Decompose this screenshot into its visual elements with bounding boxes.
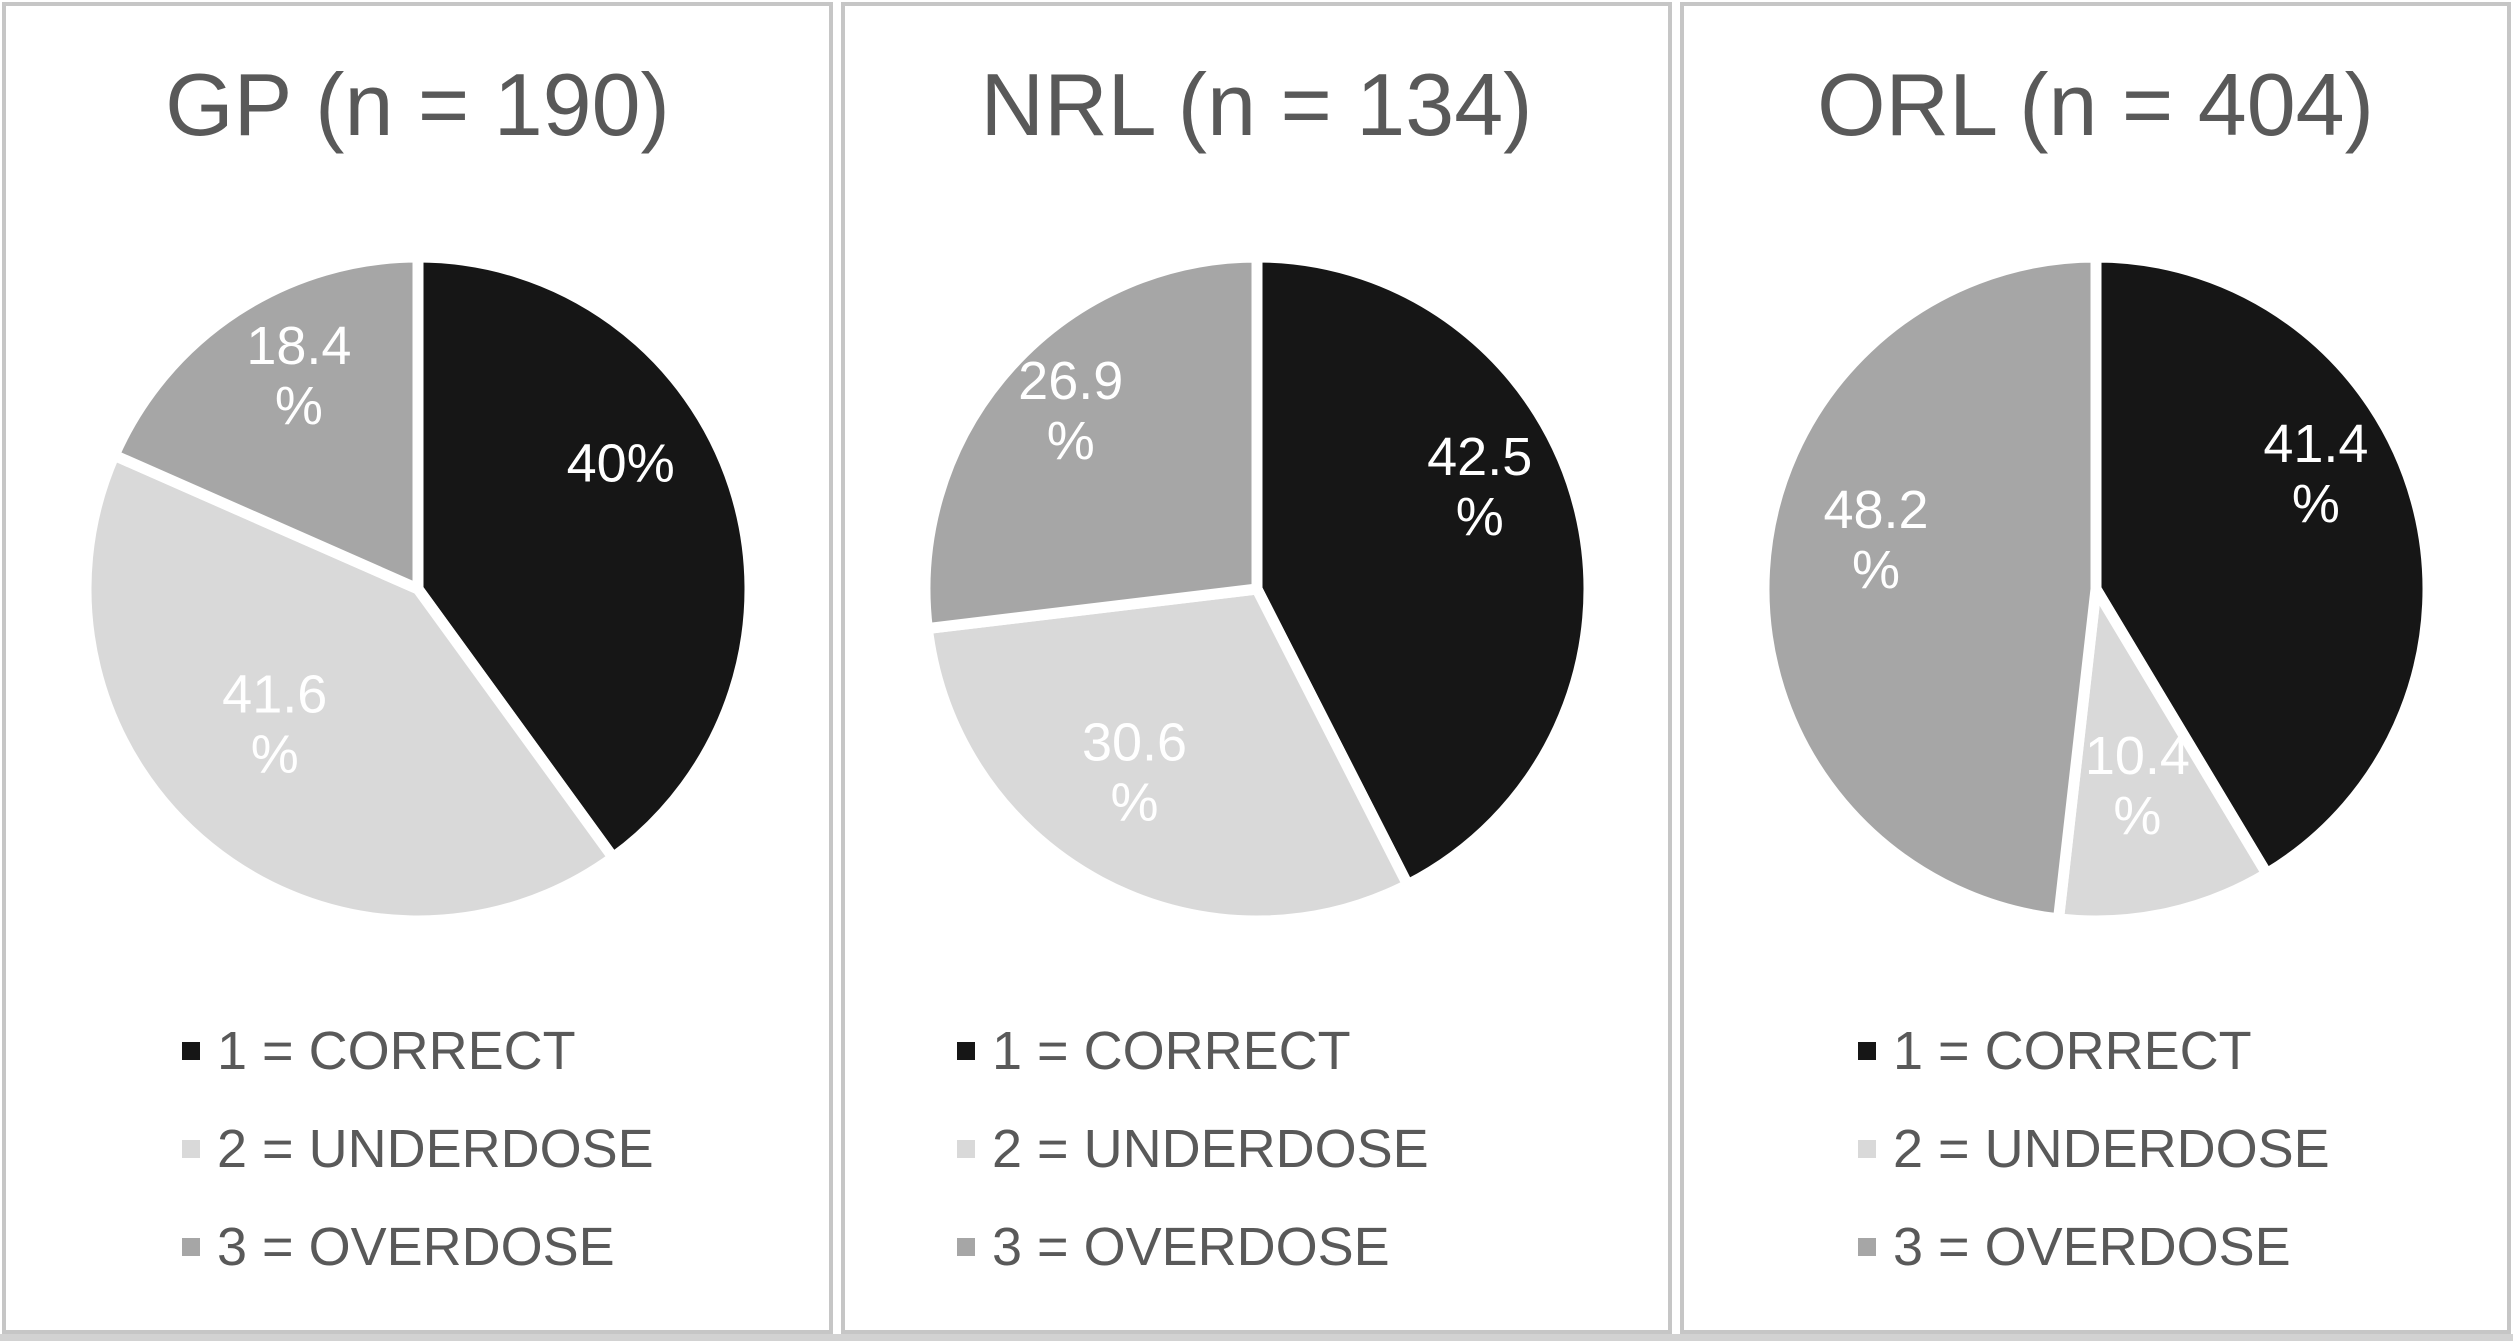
pie-chart-svg: 41.4 % 10.4 % 48.2% [1758,251,2433,927]
pie-chart: 42.5% 30.6% 26.9% [908,240,1606,938]
legend-swatch-icon [1858,1238,1876,1256]
legend-swatch-icon [1858,1140,1876,1158]
legend-label: 3 = OVERDOSE [217,1217,615,1277]
pie-slice-label: 42.5% [1427,427,1532,547]
legend-item: 1 = CORRECT [182,1024,654,1078]
pie-chart-svg: 40% 41.6 % 18.4% [80,251,755,927]
pie-slice-label: 40% [566,433,674,493]
legend-item: 3 = OVERDOSE [182,1220,654,1274]
pie-chart: 41.4% 10.4% 48.2% [1747,240,2445,938]
legend-item: 2 = UNDERDOSE [182,1122,654,1176]
pie-slice [1758,251,2101,925]
pie-slice-label: 26.9% [1018,351,1123,471]
legend-item: 3 = OVERDOSE [1858,1220,2330,1274]
legend-swatch-icon [957,1140,975,1158]
legend-item: 1 = CORRECT [1858,1024,2330,1078]
legend: 1 = CORRECT 2 = UNDERDOSE 3 = OVERDOSE [182,1024,654,1318]
pie-slice-label: 30.6% [1081,713,1186,833]
legend-label: 2 = UNDERDOSE [1893,1119,2330,1179]
figure-bottom-border [0,1334,2513,1341]
legend: 1 = CORRECT 2 = UNDERDOSE 3 = OVERDOSE [957,1024,1429,1318]
chart-title: GP (n = 190) [165,55,670,154]
legend-swatch-icon [1858,1042,1876,1060]
legend-swatch-icon [182,1238,200,1256]
pie-chart: 40% 41.6% 18.4% [69,240,767,938]
pie-slice-label: 41.6% [222,665,327,785]
chart-panel: ORL (n = 404) 41.4% 10.4% 48.2% 1 = CORREC… [1680,2,2511,1334]
legend-label: 2 = UNDERDOSE [217,1119,654,1179]
legend-item: 3 = OVERDOSE [957,1220,1429,1274]
pie-slice [108,251,423,595]
pie-slice-label: 10.4% [2084,726,2189,846]
legend-swatch-icon [182,1140,200,1158]
chart-title: NRL (n = 134) [980,55,1533,154]
legend-label: 1 = CORRECT [217,1021,576,1081]
legend-swatch-icon [957,1042,975,1060]
legend-item: 1 = CORRECT [957,1024,1429,1078]
pie-slice-label: 18.4% [246,316,351,436]
pie-chart-svg: 42.5 % 30.6 % 26.9% [919,251,1594,927]
chart-panel: GP (n = 190) 40% 41.6% 18.4% 1 = CORRECT 2 … [2,2,833,1334]
legend-swatch-icon [182,1042,200,1060]
legend-item: 2 = UNDERDOSE [1858,1122,2330,1176]
chart-title: ORL (n = 404) [1817,55,2374,154]
legend-swatch-icon [957,1238,975,1256]
legend-label: 2 = UNDERDOSE [992,1119,1429,1179]
legend-label: 1 = CORRECT [1893,1021,2252,1081]
legend-label: 3 = OVERDOSE [992,1217,1390,1277]
pie-slice-label: 48.2% [1823,480,1928,600]
pie-slice-label: 41.4% [2263,414,2368,534]
pie-slice [412,251,755,864]
legend-label: 3 = OVERDOSE [1893,1217,2291,1277]
legend: 1 = CORRECT 2 = UNDERDOSE 3 = OVERDOSE [1858,1024,2330,1318]
pie-slice [921,583,1413,927]
chart-panel: NRL (n = 134) 42.5% 30.6% 26.9% 1 = CORREC… [841,2,1672,1334]
pie-slice [1251,251,1594,891]
pie-slice [80,449,619,927]
legend-label: 1 = CORRECT [992,1021,1351,1081]
pie-slice [919,251,1262,635]
pie-slice [2052,583,2272,927]
legend-item: 2 = UNDERDOSE [957,1122,1429,1176]
